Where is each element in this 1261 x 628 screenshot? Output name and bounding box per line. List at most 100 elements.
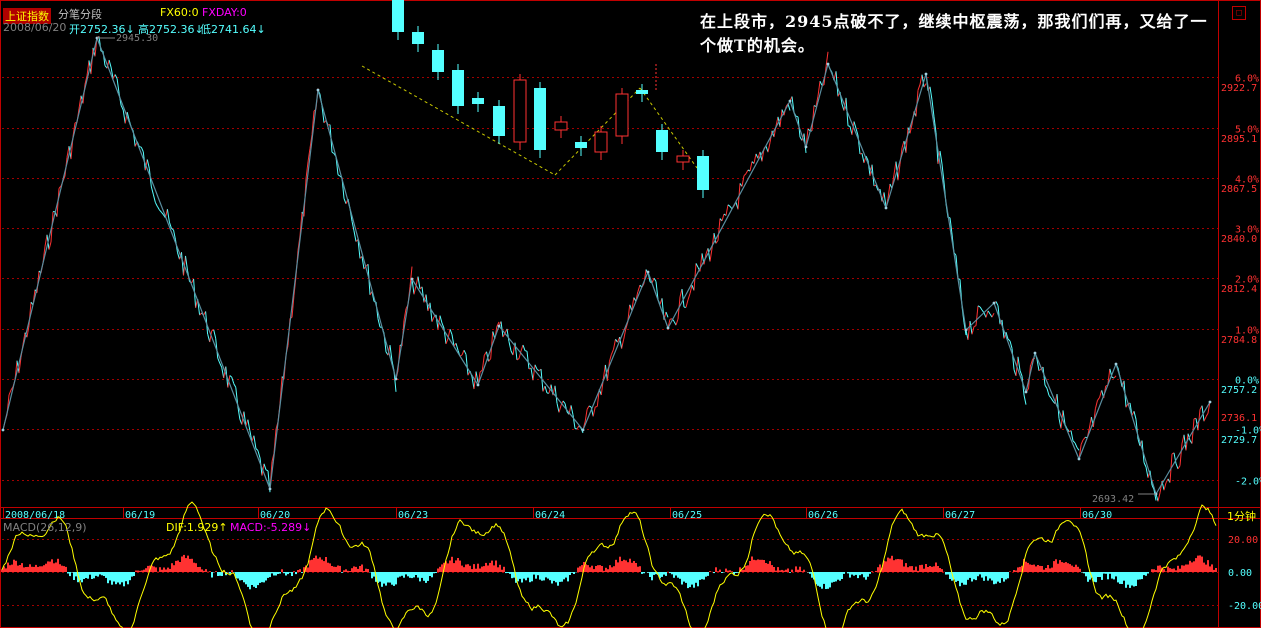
price-tick (817, 81, 821, 97)
price-tick (1009, 340, 1013, 349)
price-tick (114, 74, 118, 79)
price-tick-label: 2867.5 (1221, 184, 1257, 195)
price-tick (967, 320, 971, 340)
price-tick (253, 435, 257, 449)
price-tick (449, 329, 453, 335)
price-tick (919, 74, 923, 85)
price-tick (637, 284, 641, 292)
price-tick (971, 326, 975, 335)
stroke-vertex (992, 301, 996, 305)
candlestick-inset (361, 0, 709, 198)
index-title: 上证指数 (3, 8, 51, 24)
inset-candle-up (594, 131, 608, 153)
fx60-label: FX60:0 (160, 6, 199, 19)
price-tick (665, 311, 669, 318)
price-tick (1066, 428, 1070, 432)
price-tick (526, 351, 530, 370)
price-tick (743, 173, 747, 177)
stroke-vertex (884, 206, 888, 210)
price-tick (140, 147, 144, 152)
price-tick (757, 151, 761, 159)
price-tick (265, 469, 269, 472)
price-tick (309, 134, 313, 149)
price-tick (343, 198, 347, 204)
period-label[interactable]: 1分钟 (1227, 510, 1256, 523)
price-tick (185, 255, 188, 271)
price-tick (1080, 439, 1084, 445)
price-tick (615, 339, 618, 343)
pct-tick-label: 0.0% (1235, 376, 1259, 387)
price-tick (1179, 443, 1183, 466)
stroke-segment (317, 89, 397, 380)
inset-candle-up (615, 93, 629, 137)
price-tick (540, 369, 544, 392)
current-price-label: 2736.1 (1221, 413, 1257, 424)
price-tick (963, 322, 967, 336)
price-tick (120, 105, 124, 111)
price-tick (1151, 484, 1155, 490)
price-tick (257, 450, 261, 458)
open-label: 开2752.36↓ (69, 23, 135, 36)
price-tick (917, 84, 921, 91)
price-tick (520, 344, 524, 352)
date-tick-label: 06/23 (398, 510, 428, 521)
price-tick (1153, 489, 1157, 501)
price-tick (979, 306, 983, 311)
price-tick (897, 164, 901, 181)
price-tick (1159, 481, 1163, 493)
macd-tick-label: 0.00 (1228, 568, 1252, 579)
date-tick-label: 06/19 (125, 510, 155, 521)
price-tick (861, 153, 865, 164)
price-tick (44, 234, 48, 247)
price-tick (8, 389, 12, 396)
stroke-segment (1115, 363, 1157, 495)
price-tick (989, 313, 993, 318)
price-tick (26, 325, 30, 338)
stroke-vertex (788, 99, 792, 103)
price-tick (887, 183, 891, 199)
price-tick (939, 150, 943, 165)
price-tick (1203, 416, 1207, 422)
price-tick (1097, 397, 1101, 401)
price-tick (536, 368, 540, 372)
price-tick (154, 202, 158, 207)
price-tick (1038, 368, 1042, 372)
price-tick (707, 248, 711, 262)
price-tick (556, 403, 560, 413)
price-tick (229, 375, 233, 378)
inset-candle-down (493, 106, 505, 136)
price-tick (122, 109, 126, 124)
inset-candle-down (432, 50, 444, 72)
price-tick (496, 321, 500, 327)
price-tick (171, 227, 174, 231)
price-tick (1023, 394, 1027, 405)
window-restore-icon[interactable]: □ (1232, 6, 1246, 20)
price-tick (893, 161, 897, 175)
inset-candle-up (676, 155, 690, 163)
price-axis: 2922.7 2895.1 2867.5 2840.0 2812.4 2784.8 2757… (1221, 83, 1257, 446)
stroke-segment (477, 325, 500, 386)
price-tick (921, 74, 925, 88)
price-tick (441, 322, 445, 329)
price-grid (2, 77, 1218, 481)
stroke-vertex (826, 62, 830, 66)
price-tick (124, 112, 128, 124)
price-tick (847, 125, 851, 127)
price-tick (977, 305, 981, 308)
price-tick (1048, 395, 1052, 399)
price-tick (1092, 408, 1096, 427)
stroke-segment (2, 37, 98, 431)
price-tick (1177, 465, 1181, 470)
price-tick (853, 121, 857, 129)
price-tick (534, 364, 538, 370)
price-tick (655, 281, 659, 300)
price-tick (110, 67, 114, 79)
stroke-vertex (1033, 351, 1037, 355)
price-tick (415, 276, 419, 286)
price-tick (1111, 376, 1115, 379)
price-tick (166, 209, 170, 223)
dif-label: DIF:1.929↑ (166, 521, 228, 534)
price-tick (725, 204, 729, 216)
price-tick (759, 151, 763, 162)
